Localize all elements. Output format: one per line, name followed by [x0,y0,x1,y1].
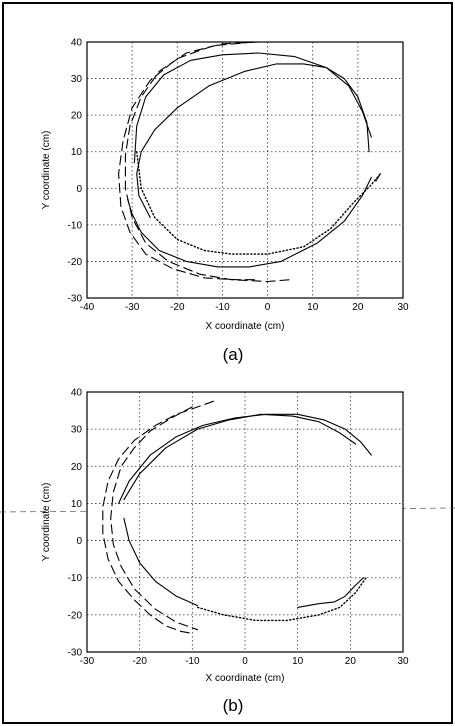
axes-box [86,391,404,653]
x-tick-label: 30 [397,302,409,313]
chart-b: (b) -30 -20 -10 0 10 20 30 40 30 20 10 0 -10 -20 -30 X … [41,388,409,716]
x-tick-label: -10 [215,302,230,313]
series-line-solid [123,413,357,501]
y-tick-label: -10 [68,573,83,584]
axes-box [86,41,404,299]
plot-area [87,42,403,298]
y-tick-label: 40 [71,38,83,49]
y-tick-label: -10 [68,220,83,231]
y-tick-label: 30 [71,74,83,85]
x-tick-label: -40 [80,302,95,313]
series-line-dashed [124,41,291,283]
y-axis-label: Y coordinate (cm) [41,131,52,210]
y-tick-label: 0 [76,184,82,195]
caption-a: (a) [223,345,244,364]
x-tick-label: -20 [170,302,185,313]
x-tick-label: 10 [292,656,304,667]
x-tick-label: 10 [307,302,319,313]
scan-artifact-line [0,507,455,513]
x-tick-label: -30 [80,656,95,667]
series-line-solid [123,517,199,607]
y-tick-label: -20 [68,610,83,621]
x-tick-label: -20 [132,656,147,667]
series-line-solid [127,176,372,268]
y-tick-label: -20 [68,257,83,268]
x-tick-label: -30 [125,302,140,313]
x-tick-label: 20 [352,302,364,313]
series-line-solid [133,52,372,164]
y-axis-label: Y coordinate (cm) [41,483,52,562]
y-tick-label: 10 [71,147,83,158]
y-tick-label: 30 [71,425,83,436]
series-line-dotted [196,577,367,622]
series-line-solid [297,577,365,608]
x-tick-label: 20 [345,656,357,667]
y-tick-label: -30 [68,648,83,659]
x-tick-label: -10 [185,656,200,667]
y-tick-label: 20 [71,462,83,473]
y-tick-label: 20 [71,111,83,122]
y-tick-label: 40 [71,388,83,399]
chart-a: (a) -40 -30 -20 -10 0 10 20 30403020100-10-20-3… [41,38,409,365]
x-axis-label: X coordinate (cm) [206,321,285,332]
series-line-dashed [102,400,214,634]
y-tick-label: 0 [76,536,82,547]
series-line-dashed [118,41,260,281]
y-tick-label: -30 [68,294,83,305]
x-axis-label: X coordinate (cm) [206,673,285,684]
x-tick-label: 0 [242,656,248,667]
series-line-dashed [110,406,199,631]
x-tick-label: 0 [265,302,271,313]
series-line-solid [375,173,381,182]
caption-b: (b) [223,696,244,715]
x-tick-label: 30 [397,656,409,667]
y-tick-label: 10 [71,499,83,510]
